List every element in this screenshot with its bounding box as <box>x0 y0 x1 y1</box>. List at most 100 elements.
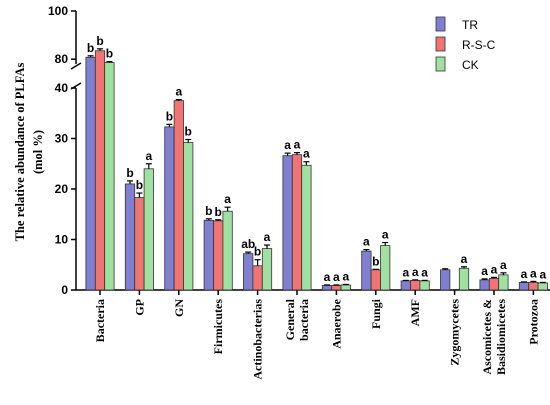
significance-label: a <box>363 235 370 249</box>
significance-label: b <box>372 254 379 268</box>
bar <box>488 277 500 291</box>
significance-label: a <box>303 147 310 161</box>
bar <box>419 280 430 291</box>
bar <box>361 250 372 291</box>
legend-swatch <box>435 16 446 32</box>
bar <box>380 245 391 291</box>
category-label: Basidiomicetes <box>494 299 508 375</box>
category-label: GN <box>172 299 186 317</box>
bar <box>124 183 136 291</box>
significance-label: a <box>294 138 301 152</box>
y-tick-label: 40 <box>55 81 69 95</box>
significance-label: a <box>175 85 182 99</box>
bar <box>291 154 303 291</box>
significance-label: b <box>126 166 133 180</box>
category-label: General <box>283 298 297 340</box>
significance-label: a <box>324 270 331 284</box>
bar <box>222 210 233 291</box>
significance-label: a <box>145 149 152 163</box>
bar <box>252 265 263 291</box>
significance-label: a <box>481 264 488 278</box>
category-label: Bacteria <box>93 299 107 342</box>
legend-swatch <box>435 56 446 72</box>
bar <box>134 197 145 291</box>
category-label: Firmicutes <box>211 299 225 355</box>
y-tick-label: 80 <box>55 52 69 66</box>
bar <box>213 220 224 291</box>
significance-label: b <box>254 245 261 259</box>
significance-label: b <box>106 47 113 61</box>
y-tick-label: 30 <box>55 132 69 146</box>
category-label: GP <box>132 299 146 316</box>
category-label: Actinobacterias <box>251 299 265 380</box>
bar <box>321 285 333 291</box>
bar <box>301 164 312 291</box>
bar <box>479 279 490 291</box>
significance-label: a <box>491 262 498 276</box>
significance-label: a <box>342 269 349 283</box>
significance-label: a <box>264 230 271 244</box>
legend: TR R-S-C CK <box>435 16 496 72</box>
bar <box>400 280 411 291</box>
bar <box>528 282 539 291</box>
significance-label: a <box>382 228 389 242</box>
legend-swatch <box>435 36 446 52</box>
bar <box>203 219 214 291</box>
bar <box>331 285 342 291</box>
significance-label: b <box>166 109 173 123</box>
legend-label: TR <box>462 18 478 32</box>
significance-label: b <box>185 125 192 139</box>
category-label: Ascomicetes & <box>480 299 494 375</box>
category-label: Anaerobe <box>329 298 343 348</box>
significance-label: b <box>96 34 103 48</box>
significance-label: b <box>136 178 143 192</box>
bar <box>173 100 184 291</box>
bar <box>261 248 273 291</box>
legend-label: R-S-C <box>462 38 496 52</box>
category-label: bacteria <box>297 299 311 341</box>
category-label: Fungi <box>369 298 383 329</box>
significance-label: b <box>205 204 212 218</box>
significance-label: a <box>402 265 409 279</box>
significance-label: a <box>412 265 419 279</box>
legend-label: CK <box>462 58 479 72</box>
y-tick-label: 10 <box>55 233 69 247</box>
y-tick-label: 100 <box>48 4 68 18</box>
significance-label: ab <box>241 237 255 251</box>
y-axis-break-mark <box>70 62 82 70</box>
significance-label: a <box>521 267 528 281</box>
bar <box>243 253 254 291</box>
bar <box>370 269 381 291</box>
significance-label: a <box>530 266 537 280</box>
significance-label: b <box>87 41 94 55</box>
bar <box>183 142 194 291</box>
bar <box>340 284 351 291</box>
bar <box>104 62 115 291</box>
bar <box>164 126 175 291</box>
bar <box>458 267 470 291</box>
bar <box>498 274 509 291</box>
bar <box>85 56 96 291</box>
bar <box>440 269 451 291</box>
bar <box>94 50 106 291</box>
significance-label: a <box>284 138 291 152</box>
y-tick-label: 0 <box>61 283 68 297</box>
significance-label: a <box>500 258 507 272</box>
y-axis-label-line1: The relative abundance of PLFAs <box>13 63 27 242</box>
category-label: AMF <box>408 299 422 326</box>
y-tick-label: 20 <box>55 182 69 196</box>
y-axis-label-line2: (mol %) <box>31 130 45 174</box>
significance-label: b <box>215 205 222 219</box>
significance-label: a <box>421 265 428 279</box>
significance-label: a <box>461 252 468 266</box>
bar <box>410 280 421 291</box>
significance-label: a <box>539 267 546 281</box>
bar <box>143 168 154 291</box>
significance-label: a <box>333 270 340 284</box>
bar <box>282 155 293 291</box>
category-label: Zygomycetes <box>448 299 462 366</box>
significance-label: a <box>224 192 231 206</box>
bar <box>537 282 548 291</box>
